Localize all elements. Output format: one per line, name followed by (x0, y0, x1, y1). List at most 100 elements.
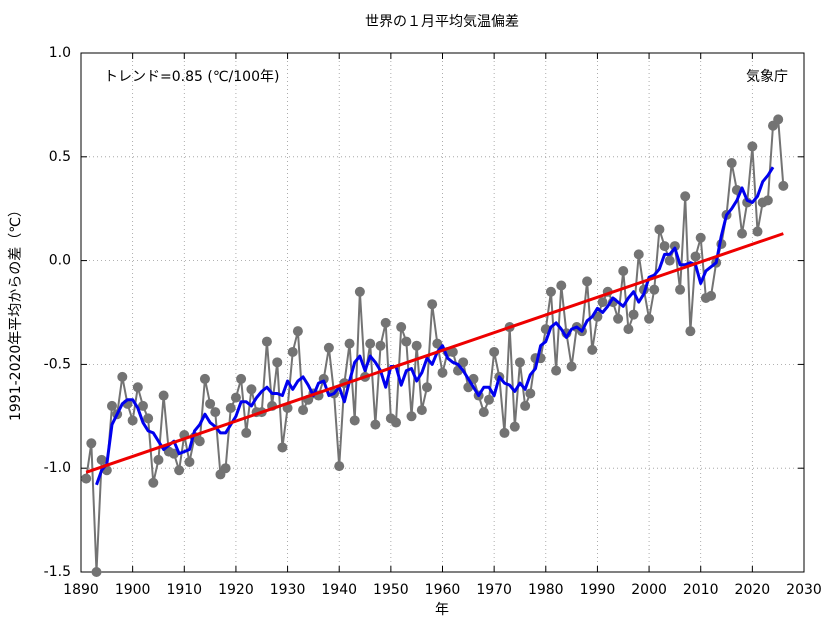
data-point (483, 394, 494, 405)
data-point (587, 344, 598, 355)
data-point (298, 405, 309, 416)
data-point (752, 226, 763, 237)
trend-annotation: トレンド=0.85 (℃/100年) (104, 69, 279, 85)
x-tick-label: 2030 (786, 582, 822, 598)
data-point (489, 346, 500, 357)
data-point (747, 141, 758, 152)
data-point (556, 280, 567, 291)
x-tick-label: 1950 (373, 582, 409, 598)
data-point (406, 411, 417, 422)
data-point (664, 255, 675, 266)
y-tick-label: -1.0 (44, 460, 71, 476)
data-point (649, 284, 660, 295)
data-point (458, 357, 469, 368)
data-point (618, 265, 629, 276)
data-point (106, 400, 117, 411)
data-point (199, 373, 210, 384)
data-point (566, 361, 577, 372)
x-tick-label: 2020 (735, 582, 771, 598)
data-point (396, 322, 407, 333)
data-point (427, 299, 438, 310)
data-point (158, 390, 169, 401)
data-point (690, 251, 701, 262)
data-point (778, 180, 789, 191)
data-point (633, 249, 644, 260)
data-point (520, 400, 531, 411)
data-point (96, 454, 107, 465)
data-point (509, 421, 520, 432)
data-point (370, 419, 381, 430)
plot-frame (80, 52, 805, 573)
data-point (246, 384, 257, 395)
data-point (447, 346, 458, 357)
data-point (143, 413, 154, 424)
x-tick-label: 2010 (683, 582, 719, 598)
data-point (127, 415, 138, 426)
data-point (168, 448, 179, 459)
data-point (117, 371, 128, 382)
data-point (81, 473, 92, 484)
data-point (685, 326, 696, 337)
data-point (437, 367, 448, 378)
x-tick-label: 1910 (166, 582, 202, 598)
data-point (726, 158, 737, 169)
data-point (545, 286, 556, 297)
x-tick-label: 1960 (425, 582, 461, 598)
data-point (654, 224, 665, 235)
data-point (210, 407, 221, 418)
data-point (380, 317, 391, 328)
x-tick-label: 1970 (476, 582, 512, 598)
data-point (669, 241, 680, 252)
x-tick-label: 1980 (528, 582, 564, 598)
data-point (514, 357, 525, 368)
x-tick-label: 1890 (63, 582, 99, 598)
data-point (695, 232, 706, 243)
data-point (422, 382, 433, 393)
data-point (194, 436, 205, 447)
data-point (220, 463, 231, 474)
chart-title: 世界の１月平均気温偏差 (365, 14, 519, 30)
y-tick-label: -0.5 (44, 356, 71, 372)
data-point (613, 313, 624, 324)
data-point (737, 228, 748, 239)
x-tick-label: 1990 (580, 582, 616, 598)
data-point (551, 365, 562, 376)
data-point (137, 400, 148, 411)
y-tick-label: 1.0 (49, 45, 71, 61)
data-point (292, 326, 303, 337)
data-point (241, 427, 252, 438)
source-annotation: 気象庁 (746, 69, 788, 85)
data-point (644, 313, 655, 324)
data-point (375, 340, 386, 351)
data-point (401, 336, 412, 347)
data-point (277, 442, 288, 453)
data-point (86, 438, 97, 449)
data-point (261, 336, 272, 347)
data-point (478, 407, 489, 418)
x-tick-label: 1940 (321, 582, 357, 598)
data-point (334, 461, 345, 472)
data-point (411, 340, 422, 351)
data-point (354, 286, 365, 297)
y-tick-label: 0.0 (49, 253, 71, 269)
data-point (597, 297, 608, 308)
data-point (349, 415, 360, 426)
data-point (230, 392, 241, 403)
data-point (623, 324, 634, 335)
trend-line (85, 232, 784, 474)
data-point (675, 284, 686, 295)
data-point (659, 241, 670, 252)
data-point (323, 342, 334, 353)
data-point (148, 477, 159, 488)
data-point (344, 338, 355, 349)
y-tick-label: -1.5 (44, 564, 71, 580)
data-point (174, 465, 185, 476)
data-point (432, 338, 443, 349)
data-point (365, 338, 376, 349)
data-point (773, 114, 784, 125)
data-point (153, 454, 164, 465)
data-point (582, 276, 593, 287)
x-tick-label: 1900 (115, 582, 151, 598)
